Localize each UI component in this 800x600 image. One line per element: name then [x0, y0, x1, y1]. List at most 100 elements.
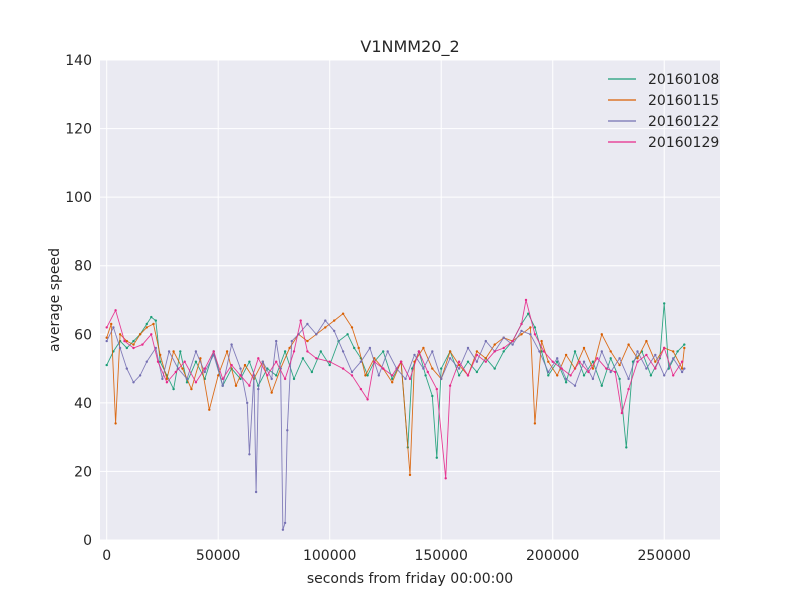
data-point — [125, 367, 128, 370]
data-point — [502, 350, 505, 353]
data-point — [324, 326, 327, 329]
data-point — [564, 377, 568, 381]
data-point — [424, 374, 427, 377]
data-point — [350, 374, 354, 377]
data-point — [422, 346, 425, 350]
data-point — [194, 360, 198, 363]
data-point — [654, 360, 657, 363]
data-point — [150, 315, 153, 319]
x-tick-labels: 0 50000 100000 150000 200000 250000 — [102, 548, 691, 564]
data-point — [353, 346, 356, 350]
y-tick-labels: 0 20 40 60 80 100 120 140 — [65, 53, 92, 549]
data-point — [165, 377, 169, 381]
data-point — [547, 374, 550, 377]
data-point — [165, 381, 169, 384]
data-point — [435, 387, 438, 391]
data-point — [399, 360, 403, 363]
data-point — [110, 322, 113, 326]
data-point — [502, 336, 505, 339]
data-point — [315, 333, 318, 336]
data-point — [663, 374, 666, 377]
data-point — [475, 360, 479, 363]
data-point — [167, 350, 171, 353]
data-point — [341, 350, 345, 353]
data-point — [333, 319, 336, 322]
data-point — [257, 357, 260, 360]
data-point — [591, 377, 595, 381]
data-point — [333, 329, 336, 333]
data-point — [672, 350, 675, 353]
data-point — [366, 398, 369, 401]
data-point — [301, 357, 305, 360]
data-point — [408, 377, 412, 381]
data-point — [105, 336, 108, 339]
data-point — [645, 353, 648, 357]
y-tick-label: 60 — [74, 327, 92, 343]
data-point — [350, 326, 354, 329]
y-tick-label: 80 — [74, 259, 92, 275]
data-point — [125, 339, 128, 343]
data-point — [391, 374, 394, 377]
data-point — [475, 370, 479, 374]
data-point — [373, 360, 376, 363]
data-point — [359, 387, 363, 391]
data-point — [636, 357, 639, 360]
data-point — [132, 339, 135, 343]
data-point — [283, 350, 287, 353]
data-point — [382, 367, 385, 370]
data-point — [261, 360, 264, 363]
data-point — [174, 370, 177, 374]
series-20160129 — [105, 298, 684, 480]
data-point — [254, 490, 258, 494]
data-point — [484, 360, 487, 363]
legend-label: 20160122 — [648, 114, 719, 130]
data-point — [270, 391, 273, 394]
data-point — [475, 350, 479, 353]
data-point — [366, 374, 369, 377]
data-point — [154, 319, 157, 322]
data-point — [614, 370, 617, 374]
data-point — [194, 381, 198, 384]
data-point — [123, 339, 126, 343]
data-point — [493, 343, 496, 346]
data-point — [152, 322, 155, 326]
data-point — [556, 374, 559, 377]
data-point — [582, 346, 586, 350]
data-point — [683, 343, 686, 346]
data-point — [484, 339, 487, 343]
data-point — [230, 363, 233, 367]
data-point — [341, 367, 345, 370]
data-point — [600, 333, 603, 336]
data-point — [680, 370, 684, 374]
data-point — [203, 370, 206, 374]
data-point — [159, 353, 162, 357]
data-point — [172, 387, 175, 391]
data-point — [527, 312, 530, 315]
data-point — [145, 360, 148, 363]
data-point — [132, 343, 135, 346]
data-point — [248, 384, 251, 387]
data-point — [404, 377, 407, 381]
data-point — [114, 309, 117, 312]
chart-title: V1NMM20_2 — [360, 37, 459, 57]
data-point — [156, 360, 160, 363]
data-point — [275, 374, 278, 377]
x-tick-label: 0 — [102, 548, 111, 564]
data-point — [306, 322, 309, 326]
data-point — [533, 326, 537, 329]
data-point — [426, 370, 429, 374]
data-point — [457, 367, 461, 370]
data-point — [582, 360, 586, 363]
data-point — [524, 298, 528, 302]
data-point — [417, 350, 421, 353]
data-point — [520, 322, 523, 326]
x-tick-label: 100000 — [303, 548, 356, 564]
data-point — [502, 346, 505, 350]
data-point — [511, 339, 514, 343]
data-point — [208, 408, 211, 411]
data-point — [283, 377, 287, 381]
data-point — [125, 346, 128, 350]
data-point — [199, 357, 202, 360]
data-point — [540, 339, 543, 343]
data-point — [132, 346, 135, 350]
